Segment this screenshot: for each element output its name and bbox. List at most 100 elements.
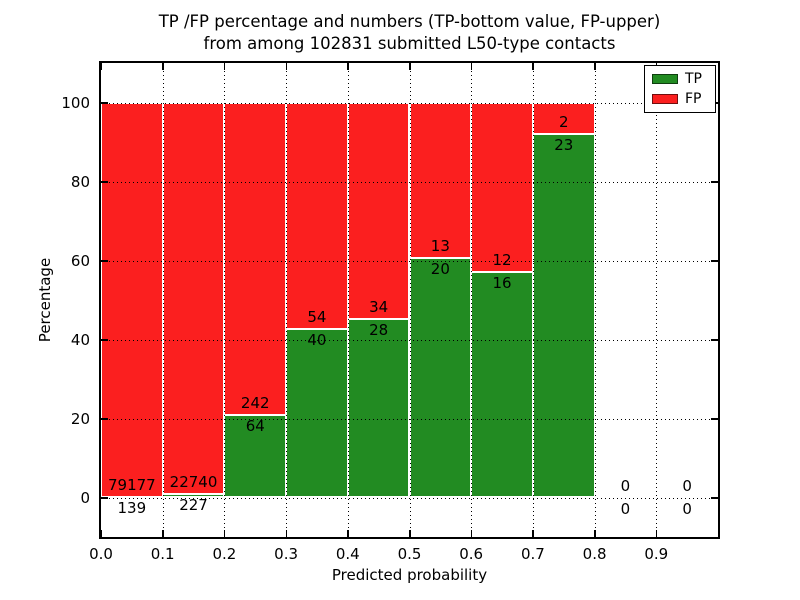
x-tick-label: 0.4 — [335, 545, 360, 563]
tp-bar-segment — [409, 258, 472, 498]
x-gridline — [409, 63, 411, 537]
x-tick-mark — [594, 530, 596, 537]
x-tick-mark — [532, 530, 534, 537]
y-tick-mark — [101, 339, 108, 341]
fp-count-label: 242 — [240, 393, 270, 412]
tp-count-label: 28 — [369, 321, 389, 340]
legend-entry-fp: FP — [652, 92, 708, 106]
y-tick-label: 100 — [61, 93, 90, 112]
tp-count-label: 227 — [179, 495, 208, 514]
fp-count-label: 22740 — [169, 472, 218, 491]
x-tick-label: 0.9 — [644, 545, 669, 563]
legend: TP FP — [644, 65, 716, 113]
x-gridline — [594, 63, 596, 537]
plot-area: 79177 139 22740 227 242 64 54 40 34 28 13 20 12 16 2 23… — [99, 61, 720, 539]
fp-count-label: 34 — [369, 298, 389, 317]
fp-count-label: 13 — [430, 237, 450, 256]
x-tick-mark — [594, 63, 596, 70]
x-gridline — [162, 63, 164, 537]
x-tick-mark — [285, 63, 288, 70]
y-tick-label: 0 — [80, 488, 90, 507]
fp-count-label: 79177 — [107, 475, 156, 494]
fp-count-label: 0 — [682, 476, 692, 495]
fp-count-label: 12 — [492, 250, 512, 269]
y-tick-mark — [711, 339, 718, 341]
x-gridline — [224, 63, 226, 537]
x-tick-mark — [409, 63, 411, 70]
fp-count-label: 54 — [307, 308, 327, 327]
tp-bar-segment — [532, 134, 595, 498]
tp-bar-segment — [286, 329, 348, 498]
y-tick-mark — [711, 497, 718, 499]
tp-count-label: 23 — [554, 136, 574, 155]
x-tick-mark — [347, 63, 349, 70]
tp-count-label: 139 — [117, 498, 147, 517]
x-tick-mark — [223, 63, 226, 70]
fp-count-label: 0 — [620, 476, 631, 495]
x-gridline — [532, 63, 534, 537]
y-tick-mark — [711, 260, 718, 262]
x-tick-label: 0.3 — [274, 545, 299, 563]
y-tick-mark — [101, 102, 108, 104]
x-tick-label: 0.2 — [212, 545, 237, 563]
fp-bar-segment — [347, 102, 410, 320]
x-tick-label: 0.1 — [150, 545, 175, 563]
y-tick-mark — [711, 418, 718, 420]
fp-bar-segment — [224, 102, 287, 415]
x-tick-label: 0.8 — [582, 545, 607, 563]
x-gridline — [347, 63, 349, 537]
x-tick-label: 0.6 — [459, 545, 484, 563]
chart-title: TP /FP percentage and numbers (TP-bottom… — [99, 11, 720, 55]
tp-count-label: 0 — [682, 499, 692, 518]
tp-count-label: 64 — [245, 416, 265, 435]
fp-bar-segment — [471, 102, 533, 272]
y-tick-label: 60 — [70, 251, 90, 270]
tp-count-label: 40 — [307, 331, 327, 350]
x-tick-mark — [470, 530, 473, 537]
fp-bar-segment — [409, 102, 472, 259]
fp-bar-segment — [162, 102, 225, 494]
chart-title-line2: from among 102831 submitted L50-type con… — [203, 34, 616, 53]
x-tick-label: 0.7 — [520, 545, 545, 563]
legend-swatch-fp — [652, 94, 678, 104]
x-gridline — [471, 63, 473, 537]
x-tick-mark — [532, 63, 534, 70]
tp-bar-segment — [224, 414, 287, 498]
y-tick-mark — [101, 181, 108, 183]
fp-bar-segment — [286, 102, 348, 330]
y-tick-label: 20 — [70, 409, 90, 428]
y-tick-mark — [101, 418, 108, 420]
y-tick-mark — [101, 497, 108, 499]
x-tick-mark — [347, 530, 349, 537]
y-tick-mark — [711, 181, 718, 183]
tp-bar-segment — [347, 319, 410, 498]
legend-entry-tp: TP — [652, 72, 708, 86]
chart-title-line1: TP /FP percentage and numbers (TP-bottom… — [158, 12, 661, 31]
y-tick-mark — [101, 260, 108, 262]
x-axis-label: Predicted probability — [331, 566, 488, 584]
fp-bar-segment — [532, 102, 595, 135]
tp-count-label: 20 — [430, 260, 450, 279]
x-tick-mark — [223, 530, 226, 537]
legend-label-fp: FP — [685, 91, 702, 107]
tp-count-label: 0 — [620, 499, 631, 518]
fp-count-label: 2 — [558, 113, 569, 132]
x-tick-mark — [100, 63, 102, 70]
legend-label-tp: TP — [685, 71, 702, 87]
x-tick-label: 0.5 — [397, 545, 422, 563]
x-tick-mark — [162, 63, 164, 70]
x-tick-label: 0.0 — [89, 545, 113, 563]
x-tick-mark — [470, 63, 473, 70]
x-tick-mark — [655, 530, 658, 537]
x-gridline — [656, 63, 658, 537]
x-tick-mark — [285, 530, 288, 537]
x-gridline — [286, 63, 288, 537]
tp-bar-segment — [471, 271, 533, 498]
legend-swatch-tp — [652, 74, 678, 84]
x-tick-mark — [409, 530, 411, 537]
y-tick-label: 80 — [70, 172, 90, 191]
fp-bar-segment — [101, 102, 163, 497]
y-tick-label: 40 — [70, 330, 90, 349]
x-tick-mark — [162, 530, 164, 537]
